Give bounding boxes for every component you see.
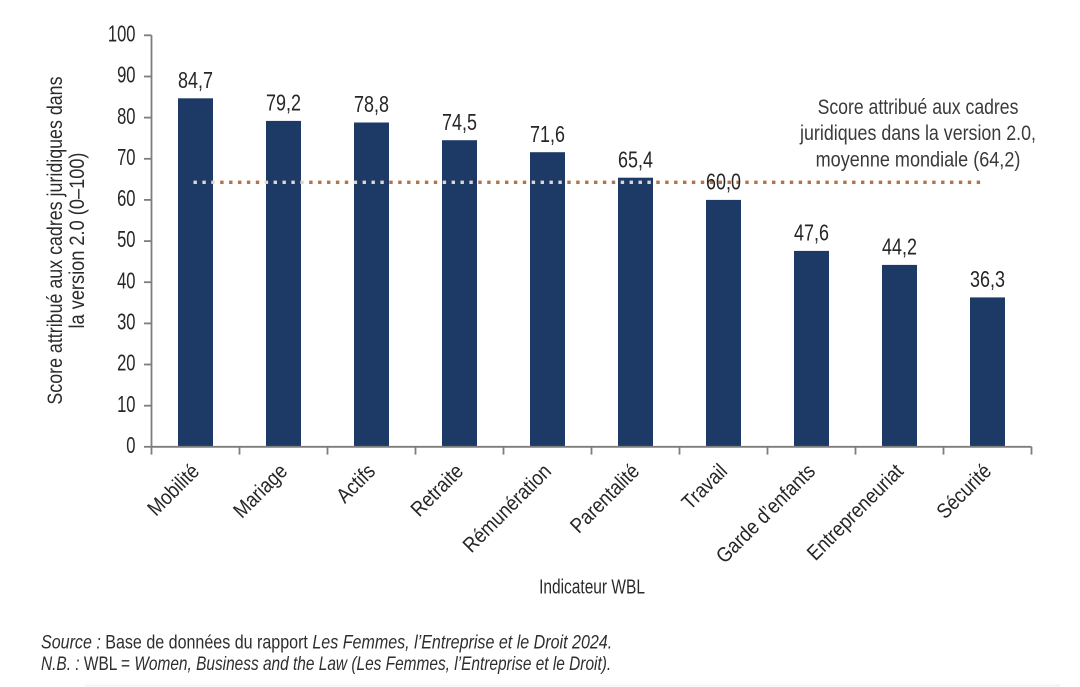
svg-text:44,2: 44,2: [882, 234, 917, 260]
svg-text:90: 90: [117, 63, 135, 88]
svg-text:Source : Base de données du ra: Source : Base de données du rapport Les …: [41, 631, 612, 653]
svg-text:50: 50: [117, 228, 135, 253]
svg-text:84,7: 84,7: [178, 68, 213, 94]
svg-text:100: 100: [108, 22, 136, 47]
svg-text:Score attribué aux cadres juri: Score attribué aux cadres juridiques dan…: [44, 76, 68, 404]
svg-text:60,0: 60,0: [706, 169, 741, 195]
svg-text:0: 0: [126, 433, 135, 458]
svg-text:78,8: 78,8: [354, 92, 389, 118]
svg-text:40: 40: [117, 269, 135, 294]
svg-text:juridiques dans la version 2.0: juridiques dans la version 2.0,: [799, 122, 1036, 146]
svg-text:30: 30: [117, 310, 135, 335]
svg-text:60: 60: [117, 187, 135, 212]
svg-text:71,6: 71,6: [530, 122, 565, 148]
svg-text:74,5: 74,5: [442, 110, 477, 136]
svg-text:65,4: 65,4: [618, 147, 653, 173]
svg-text:N.B. : WBL = Women, Business a: N.B. : WBL = Women, Business and the Law…: [41, 652, 611, 674]
svg-text:la version 2.0 (0–100): la version 2.0 (0–100): [66, 152, 90, 328]
svg-text:47,6: 47,6: [794, 220, 829, 246]
svg-text:Indicateur WBL: Indicateur WBL: [539, 576, 645, 598]
svg-text:70: 70: [117, 145, 135, 170]
svg-text:36,3: 36,3: [970, 267, 1005, 293]
svg-text:80: 80: [117, 104, 135, 129]
svg-text:20: 20: [117, 351, 135, 376]
svg-text:Score attribué aux cadres: Score attribué aux cadres: [818, 95, 1019, 119]
svg-text:10: 10: [117, 392, 135, 417]
svg-text:79,2: 79,2: [266, 90, 301, 116]
svg-text:moyenne mondiale (64,2): moyenne mondiale (64,2): [816, 148, 1021, 172]
